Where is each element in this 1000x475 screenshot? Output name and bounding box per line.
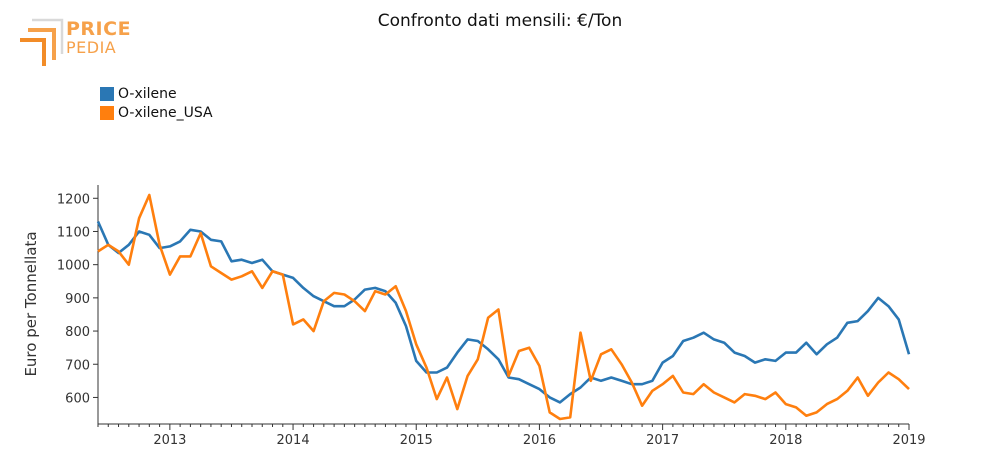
logo-text-pedia: PEDIA	[66, 38, 117, 57]
series-lines	[96, 193, 911, 421]
chart-title: Confronto dati mensili: €/Ton	[377, 11, 623, 31]
x-tick-label: 2015	[400, 433, 433, 448]
legend-swatch-oxilene-usa	[100, 105, 114, 120]
x-tick-label: 2018	[769, 433, 802, 448]
legend-item-oxilene[interactable]: O-xilene	[100, 84, 213, 103]
logo-mark-icon	[20, 18, 64, 66]
y-tick-label: 1000	[57, 259, 90, 274]
legend: O-xilene O-xilene_USA	[100, 84, 213, 122]
y-tick-label: 1200	[57, 192, 90, 207]
series-line-oxilene-usa	[97, 193, 910, 421]
y-axis-title: Euro per Tonnellata	[22, 231, 40, 376]
logo-text-price: PRICE	[66, 18, 132, 40]
axes: 600 700 800 900 1000 1100 1200 2013 2014 2015 2016…	[57, 185, 926, 448]
x-tick-label: 2016	[523, 433, 556, 448]
pricepedia-logo: PRICE PEDIA	[18, 16, 132, 70]
x-tick-label: 2019	[892, 433, 925, 448]
legend-swatch-oxilene	[100, 86, 114, 101]
legend-label-oxilene-usa: O-xilene_USA	[118, 104, 213, 121]
x-tick-label: 2014	[277, 433, 310, 448]
y-tick-label: 900	[65, 292, 90, 307]
legend-label-oxilene: O-xilene	[118, 85, 177, 102]
y-tick-label: 1100	[57, 225, 90, 240]
legend-item-oxilene-usa[interactable]: O-xilene_USA	[100, 103, 213, 122]
series-line-oxilene	[96, 220, 911, 404]
y-tick-label: 600	[65, 391, 90, 406]
y-tick-label: 800	[65, 325, 90, 340]
y-tick-label: 700	[65, 358, 90, 373]
x-tick-label: 2013	[153, 433, 186, 448]
x-tick-label: 2017	[646, 433, 679, 448]
